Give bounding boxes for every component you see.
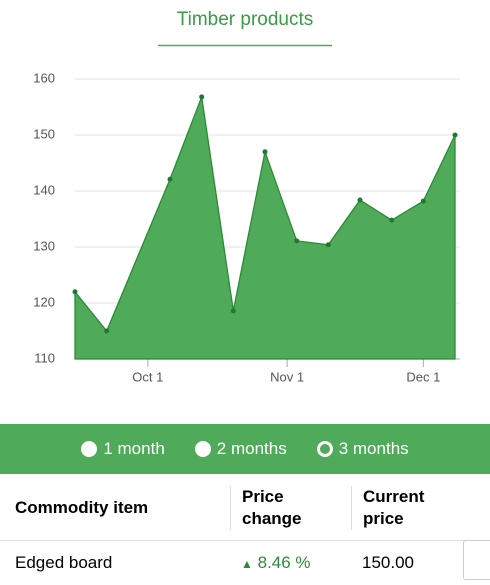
point bbox=[72, 289, 78, 295]
table: Commodity item Price change Current pric… bbox=[0, 476, 490, 585]
option-label: 3 months bbox=[338, 439, 409, 458]
y-tick-label: 120 bbox=[33, 294, 55, 309]
x-tick-label: Nov 1 bbox=[270, 369, 304, 384]
option-label: 1 month bbox=[103, 439, 165, 458]
x-tick-label: Oct 1 bbox=[132, 369, 163, 384]
header-cell: Price change bbox=[230, 486, 351, 530]
point bbox=[452, 132, 458, 138]
area bbox=[74, 94, 456, 360]
range-selector: 1 month 2 months 3 months bbox=[0, 424, 490, 474]
up-arrow: ▲ bbox=[241, 557, 253, 571]
point bbox=[104, 328, 110, 334]
header-text: Current price bbox=[363, 487, 425, 528]
table-header: Commodity item Price change Current pric… bbox=[0, 476, 490, 541]
point bbox=[389, 217, 395, 223]
radio[interactable] bbox=[316, 441, 333, 457]
cell: Edged board bbox=[15, 553, 113, 572]
point bbox=[230, 308, 236, 314]
chart: Timber products 110 120 130 140 150 160 Oct 1 N… bbox=[33, 9, 460, 384]
header-text: Price change bbox=[242, 487, 302, 528]
point bbox=[420, 198, 426, 204]
point bbox=[262, 149, 268, 155]
cell: ▲ 8.46 % bbox=[230, 553, 351, 573]
y-tick-label: 160 bbox=[33, 70, 55, 85]
range-option[interactable]: 2 months bbox=[194, 439, 287, 459]
y-tick-label: 150 bbox=[33, 126, 55, 141]
header-cell: Commodity item bbox=[15, 498, 149, 517]
point bbox=[325, 242, 331, 248]
y-tick-label: 140 bbox=[33, 182, 55, 197]
chart-title: Timber products bbox=[177, 9, 314, 30]
point bbox=[199, 94, 205, 100]
point bbox=[167, 176, 173, 182]
header-cell: Current price bbox=[351, 486, 451, 530]
cell: 150.00 bbox=[362, 553, 414, 572]
x-tick-label: Dec 1 bbox=[406, 369, 440, 384]
y-tick-label: 130 bbox=[33, 238, 55, 253]
table-row: Edged board ▲ 8.46 % 150.00 bbox=[0, 541, 490, 585]
row-button[interactable] bbox=[463, 540, 490, 580]
range-option[interactable]: 3 months bbox=[316, 439, 409, 459]
option-label: 2 months bbox=[216, 439, 287, 458]
radio[interactable] bbox=[81, 441, 98, 457]
change-text: 8.46 % bbox=[257, 553, 311, 572]
point bbox=[294, 238, 300, 244]
point bbox=[357, 197, 363, 203]
range-option[interactable]: 1 month bbox=[81, 439, 165, 459]
y-tick-label: 110 bbox=[34, 350, 55, 365]
radio[interactable] bbox=[194, 441, 211, 457]
